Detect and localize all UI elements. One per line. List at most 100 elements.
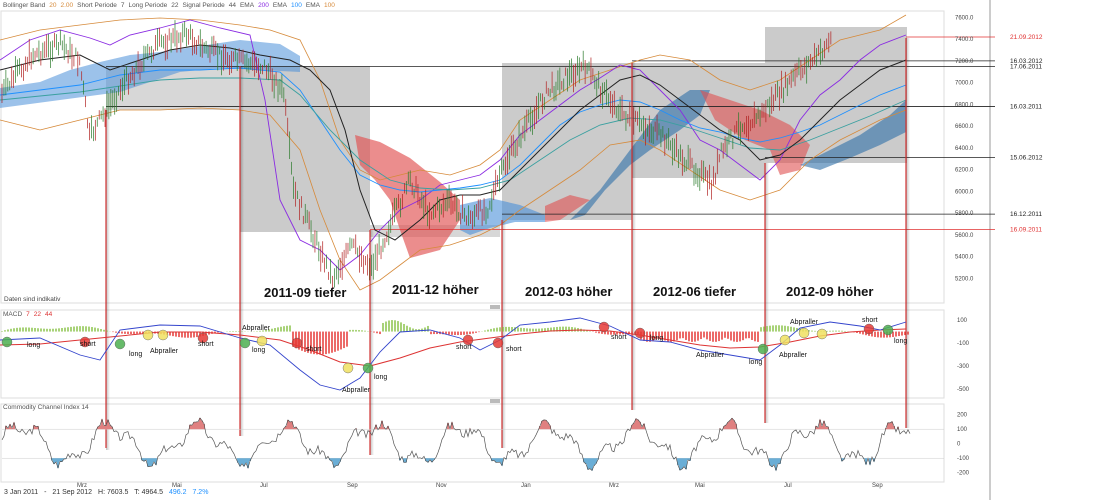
price-tick-3: 7000.0 bbox=[955, 81, 974, 87]
signal-dot-3 bbox=[142, 329, 154, 341]
legend-item-8: 44 bbox=[228, 2, 236, 9]
legend-item-11: EMA bbox=[272, 2, 288, 9]
legend-item-3: 44 bbox=[45, 311, 53, 318]
annot-8: long bbox=[374, 374, 387, 381]
level-label-5: 16.12.2011 bbox=[1010, 211, 1042, 218]
signal-dot-6 bbox=[239, 337, 251, 349]
level-label-0: 21.09.2012 bbox=[1010, 34, 1043, 41]
signal-dot-1 bbox=[79, 336, 91, 348]
annot-3: Abpraller bbox=[150, 348, 179, 355]
status-end: 21 Sep 2012 bbox=[52, 489, 93, 496]
signal-dot-11 bbox=[462, 334, 474, 346]
annot-13: Abpraller bbox=[696, 352, 725, 359]
price-axis-ticks: 7600.0 7400.0 7200.0 7000.0 6800.0 6600.0 6400… bbox=[955, 15, 974, 282]
cci-tick-4: -200 bbox=[957, 471, 970, 477]
macd-tick-1: -100 bbox=[957, 341, 970, 347]
cci-tick-3: -100 bbox=[957, 456, 970, 462]
signal-dot-8 bbox=[291, 337, 303, 349]
price-tick-0: 7600.0 bbox=[955, 15, 974, 21]
legend-item-0: Bollinger Band bbox=[3, 2, 46, 9]
annot-0: long bbox=[27, 342, 40, 349]
status-start: 3 Jan 2011 bbox=[4, 489, 39, 496]
signal-dot-19 bbox=[863, 323, 875, 335]
ichimoku-cloud bbox=[0, 40, 906, 258]
price-tick-9: 5800.0 bbox=[955, 211, 974, 217]
status-bar: 3 Jan 2011 - 21 Sep 2012 H: 7603.5 T: 49… bbox=[4, 489, 212, 496]
signal-dot-10 bbox=[362, 362, 374, 374]
watermark-text: Daten sind indikativ bbox=[4, 296, 61, 303]
annot-14: long bbox=[749, 359, 762, 366]
legend-item-10: 200 bbox=[258, 2, 269, 9]
legend-item-14: 100 bbox=[323, 2, 335, 9]
price-tick-12: 5200.0 bbox=[955, 276, 974, 282]
cci-panel bbox=[0, 403, 945, 483]
bollinger-bands bbox=[0, 14, 907, 291]
price-tick-10: 5600.0 bbox=[955, 233, 974, 239]
level-label-4: 15.06.2012 bbox=[1010, 155, 1043, 162]
macd-legend: MACD 7 22 44 bbox=[3, 311, 56, 318]
level-label-6: 16.09.2011 bbox=[1010, 226, 1042, 233]
x-label-1: Mai bbox=[172, 483, 182, 489]
macd-annotations: long short long Abpraller short Abpralle… bbox=[27, 317, 907, 394]
signal-dot-0 bbox=[1, 336, 13, 348]
annot-12: short bbox=[611, 334, 627, 341]
macd-panel bbox=[0, 309, 945, 399]
annot-4: short bbox=[198, 341, 214, 348]
price-legend: Bollinger Band 20 2.00 Short Periode 7 Long P… bbox=[3, 2, 339, 9]
annot-7: short bbox=[306, 346, 322, 353]
legend-item-0: MACD bbox=[3, 311, 23, 318]
x-label-5: Jan bbox=[521, 483, 531, 489]
annot-15: long bbox=[650, 335, 663, 342]
cci-line bbox=[1, 417, 911, 472]
signal-dot-4 bbox=[157, 329, 169, 341]
legend-item-9: EMA bbox=[239, 2, 255, 9]
legend-item-7: Signal Periode bbox=[182, 2, 225, 9]
signal-dot-2 bbox=[114, 338, 126, 350]
annot-19: long bbox=[894, 338, 907, 345]
legend-item-1: 7 bbox=[26, 311, 30, 318]
legend-item-4: 7 bbox=[120, 2, 125, 9]
cci-tick-0: 200 bbox=[957, 413, 968, 419]
x-label-2: Jul bbox=[260, 483, 268, 489]
macd-tick-3: -500 bbox=[957, 387, 970, 393]
period-label-2012-03: 2012-03 höher bbox=[525, 284, 612, 299]
macd-tick-0: 100 bbox=[957, 318, 968, 324]
price-tick-7: 6200.0 bbox=[955, 168, 974, 174]
legend-item-3: Short Periode bbox=[77, 2, 117, 9]
period-label-2011-12: 2011-12 höher bbox=[392, 282, 479, 297]
price-candles bbox=[1, 20, 832, 288]
annot-17: Abpraller bbox=[790, 319, 819, 326]
price-tick-5: 6600.0 bbox=[955, 124, 974, 130]
signal-dot-9 bbox=[342, 362, 354, 374]
legend-item-12: 100 bbox=[291, 2, 302, 9]
x-label-7: Mai bbox=[695, 483, 705, 489]
status-change: 496.2 bbox=[168, 489, 187, 496]
annot-18: short bbox=[862, 317, 878, 324]
x-label-4: Nov bbox=[436, 483, 447, 489]
legend-item-2: 2.00 bbox=[60, 2, 74, 9]
panel-resize-handle-2[interactable] bbox=[490, 399, 500, 403]
price-tick-2: 7200.0 bbox=[955, 59, 974, 65]
cci-tick-2: 0 bbox=[957, 442, 961, 448]
signal-dot-15 bbox=[757, 343, 769, 355]
macd-tick-2: -300 bbox=[957, 364, 970, 370]
period-label-2012-06: 2012-06 tiefer bbox=[653, 284, 736, 299]
legend-item-2: 22 bbox=[33, 311, 41, 318]
macd-axis-ticks: 100 -100 -300 -500 bbox=[957, 318, 970, 393]
x-label-9: Sep bbox=[872, 483, 883, 489]
price-tick-4: 6800.0 bbox=[955, 102, 974, 108]
cci-axis-ticks: 200 100 0 -100 -200 bbox=[957, 413, 970, 477]
x-label-6: Mrz bbox=[609, 483, 619, 489]
price-tick-6: 6400.0 bbox=[955, 146, 974, 152]
cci-series bbox=[1, 417, 944, 472]
x-label-0: Mrz bbox=[77, 483, 87, 489]
status-high: H: 7603.5 bbox=[98, 489, 129, 496]
signal-dot-7 bbox=[256, 335, 268, 347]
annot-2: long bbox=[129, 351, 142, 358]
annot-6: long bbox=[252, 347, 265, 354]
signal-dot-12 bbox=[492, 337, 504, 349]
annot-1: short bbox=[80, 341, 96, 348]
period-label-2012-09: 2012-09 höher bbox=[786, 284, 873, 299]
panel-resize-handle-1[interactable] bbox=[490, 305, 500, 309]
